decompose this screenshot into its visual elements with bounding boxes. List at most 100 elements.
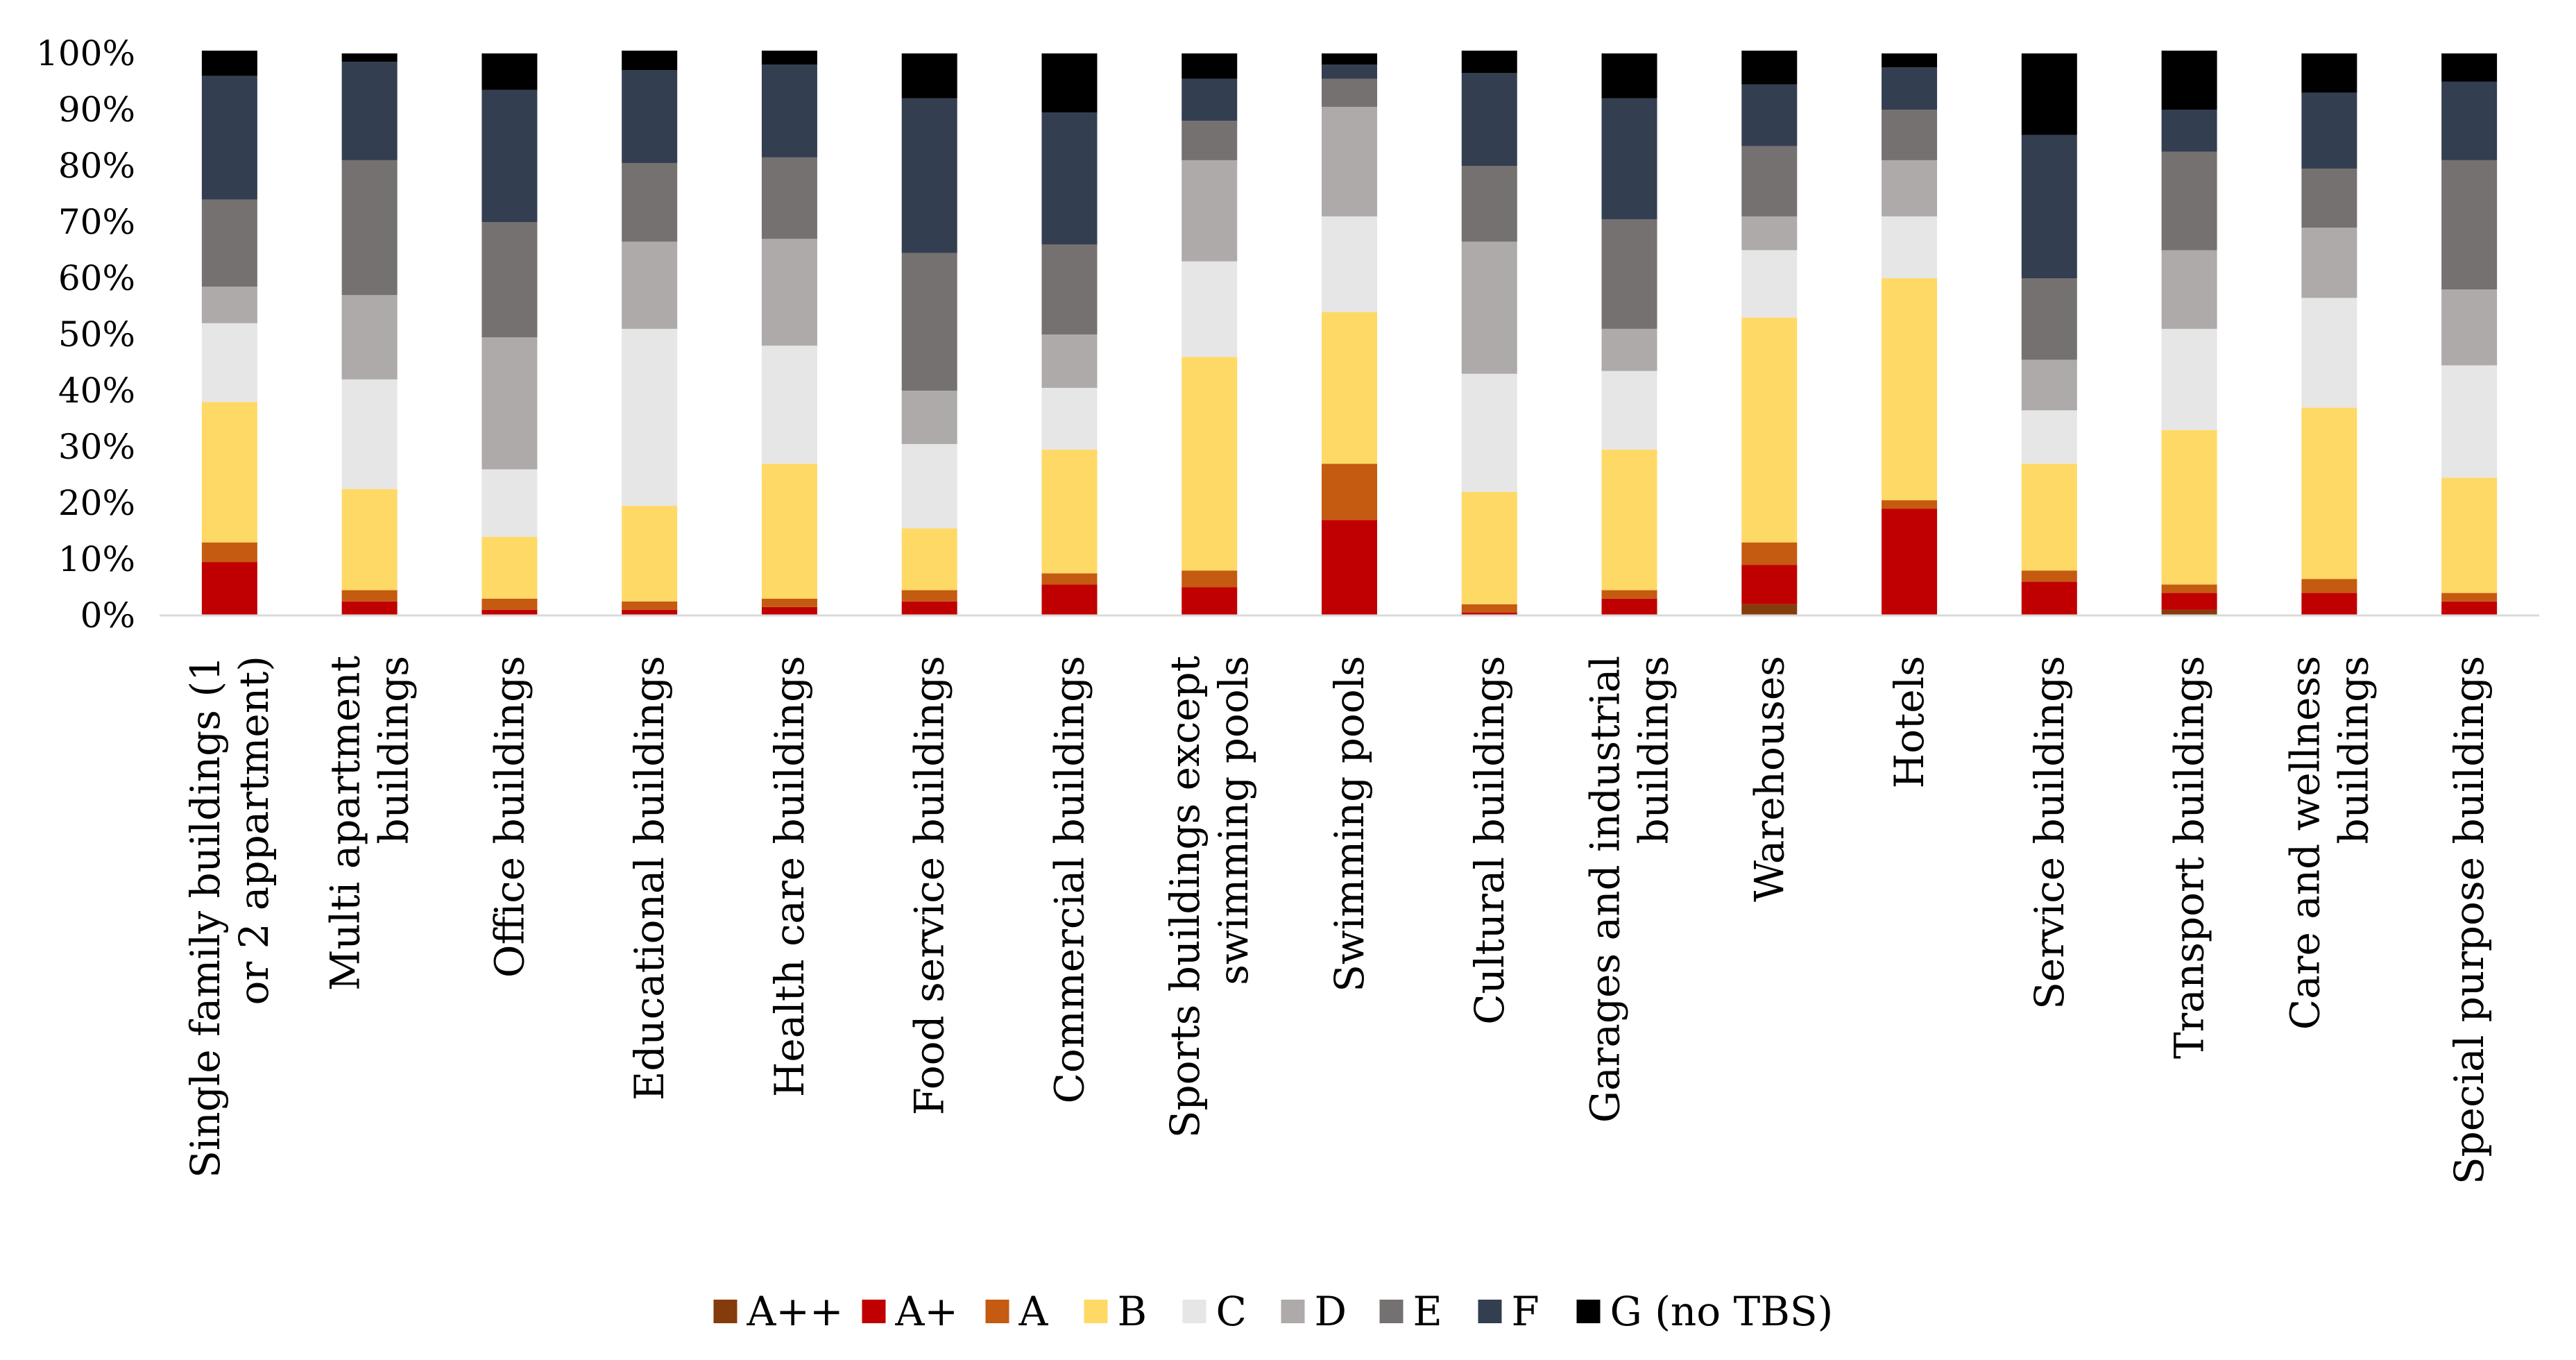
bar-segment-b [2301,407,2357,579]
x-tick-label-line: Service buildings [2026,656,2073,1010]
bar-segment-a [1741,604,1798,615]
bar-segment-c [2441,365,2498,478]
bar-segment-d [2021,359,2077,411]
bar-segment-a [761,598,817,607]
legend-swatch [713,1300,737,1323]
x-tick-label-line: swimming pools [1210,656,1257,985]
bar-segment-g-no-tbs [2441,53,2498,82]
bar-segment-b [2441,477,2498,593]
bar-segment-f [1182,78,1238,121]
bar-stack [2301,53,2357,615]
bar-segment-a [2021,581,2077,615]
bar-segment-a [1601,590,1657,599]
x-tick-label-line: Care and wellness [2281,656,2328,1030]
bar-segment-b [901,528,957,590]
legend-item: A+ [862,1288,958,1335]
bar-segment-b [481,536,538,599]
bar-segment-c [1322,216,1377,312]
bar-segment-d [1601,328,1657,371]
legend-label: B [1118,1288,1148,1335]
legend-swatch [985,1300,1009,1323]
bar-segment-g-no-tbs [1601,53,1657,99]
bar-segment-c [481,469,538,537]
y-tick-label: 100% [36,33,135,74]
bar-segment-e [2161,151,2217,250]
bar-stack [341,53,398,615]
legend-label: A++ [747,1288,844,1335]
bar-segment-g-no-tbs [201,50,257,76]
x-tick-label-line: Multi apartment [322,656,369,991]
bar-segment-a [2441,593,2498,602]
bar-segment-b [2021,464,2077,571]
x-tick-label: Sports buildings except swimming pools [1161,656,1257,1138]
x-tick-label-line: buildings [370,656,418,844]
legend-item: B [1084,1288,1148,1335]
bar-segment-a [2301,579,2357,593]
bar-area [201,50,2498,615]
bar-segment-d [901,391,957,444]
bar-stack [1322,53,1377,615]
x-tick-label-line: Transport buildings [2166,656,2213,1059]
bar-segment-f [1601,98,1657,219]
bar-segment-d [341,295,398,380]
bar-segment-a [1182,587,1238,615]
x-tick-label-line: Health care buildings [766,656,813,1097]
bar-segment-e [481,222,538,338]
x-tick-label-line: Garages and industrial [1582,656,1629,1123]
bar-segment-g-no-tbs [1741,50,1798,85]
bar-segment-d [2441,289,2498,366]
bar-segment-e [341,160,398,296]
bar-segment-a [1601,598,1657,615]
x-tick-label: Commercial buildings [1046,656,1093,1103]
legend-label: E [1413,1288,1442,1335]
bar-segment-a [2021,570,2077,582]
x-tick-label: Transport buildings [2166,656,2213,1059]
bar-segment-d [2301,228,2357,298]
y-tick-label: 30% [58,427,135,467]
bar-segment-c [341,379,398,489]
x-tick-label: Single family buildings (1 or 2 appartmen… [182,656,278,1178]
bar-segment-d [1461,241,1517,374]
legend-item: C [1182,1288,1247,1335]
bar-segment-c [761,346,817,464]
legend-swatch [1379,1300,1404,1323]
legend-swatch [1281,1300,1305,1323]
bar-stack [2441,53,2498,615]
legend-label: F [1512,1288,1539,1335]
bar-segment-e [201,199,257,287]
bar-stack [2021,53,2077,615]
bar-segment-a [1182,570,1238,588]
bar-segment-f [1741,84,1798,146]
bar-segment-c [2161,328,2217,430]
bar-segment-c [622,328,678,507]
bar-segment-a [2161,593,2217,610]
bar-segment-c [1601,371,1657,450]
x-tick-label-line: buildings [1630,656,1678,844]
bar-stack [1461,50,1517,615]
bar-segment-f [201,76,257,200]
bar-segment-e [1322,78,1377,107]
x-tick-label-line: Educational buildings [626,656,673,1100]
bar-stack [2161,50,2217,615]
bar-segment-d [1182,160,1238,262]
bar-segment-e [1041,244,1098,334]
y-axis: 0% 10% 20% 30% 40% 50% 60% 70% 80% 90% 100% [36,33,135,636]
bar-segment-a [2301,593,2357,615]
bar-segment-a [2441,601,2498,615]
bar-segment-a [1882,500,1938,509]
bar-stack [1882,53,1938,615]
x-axis-labels: Single family buildings (1 or 2 appartmen… [182,656,2493,1184]
legend-swatch [1576,1300,1601,1323]
bar-segment-a [1322,464,1377,520]
x-tick-label: Educational buildings [626,656,673,1100]
bar-segment-a [481,609,538,615]
legend-label: G (no TBS) [1610,1288,1834,1335]
x-tick-label-line: or 2 appartment) [230,656,278,1005]
x-tick-label: Warehouses [1746,656,1793,902]
x-tick-label: Office buildings [486,656,533,978]
bar-segment-a [201,562,257,615]
bar-segment-c [1461,373,1517,492]
bar-segment-g-no-tbs [1882,53,1938,68]
bar-segment-b [1041,450,1098,574]
